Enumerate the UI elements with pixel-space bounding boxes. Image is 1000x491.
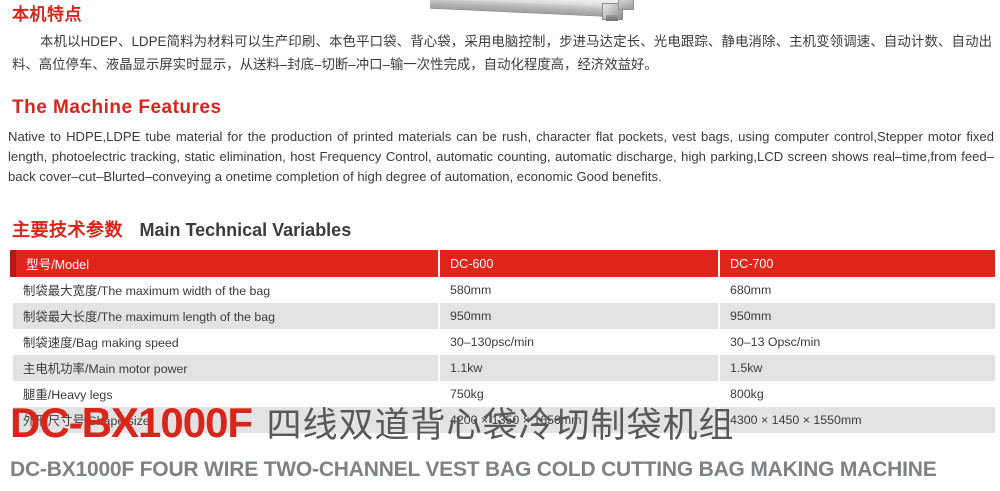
spec-row-dc700: 800kg: [718, 381, 995, 407]
product-name-en: DC-BX1000F FOUR WIRE TWO-CHANNEL VEST BA…: [10, 458, 937, 481]
table-row: 外形尺寸号/Shape size 4200 × 1350 × 1650mm 43…: [13, 407, 995, 433]
spec-section-heading: 主要技术参数 Main Technical Variables: [12, 216, 351, 242]
machine-photo: [430, 0, 720, 22]
spec-row-dc600: 1.1kw: [438, 355, 719, 381]
spec-heading-en: Main Technical Variables: [139, 220, 352, 240]
spec-row-label: 外形尺寸号/Shape size: [23, 414, 150, 428]
spec-row-dc700: 1.5kw: [718, 355, 995, 381]
spec-row-label: 制袋最大宽度/The maximum width of the bag: [23, 284, 271, 298]
table-row: 制袋最大长度/The maximum length of the bag 950…: [13, 303, 995, 329]
spec-row-dc600: 750kg: [438, 381, 719, 407]
spec-row-dc600: 950mm: [438, 303, 719, 329]
spec-row-dc700: 950mm: [718, 303, 995, 329]
spec-row-dc700: 30–13 Opsc/min: [718, 329, 995, 355]
spec-table: 型号/Model DC-600 DC-700 制袋最大宽度/The maximu…: [10, 250, 995, 433]
spec-row-dc600: 4200 × 1350 × 1650mm: [438, 407, 719, 433]
machine-foot-icon: [606, 15, 618, 21]
table-row: 腿重/Heavy legs 750kg 800kg: [13, 381, 995, 407]
spec-col-header-model: 型号/Model: [10, 250, 439, 277]
spec-row-dc700: 4300 × 1450 × 1550mm: [718, 407, 995, 433]
spec-table-head: 型号/Model DC-600 DC-700: [10, 250, 995, 277]
machine-rail-shadow: [430, 0, 616, 14]
spec-row-dc700: 680mm: [718, 277, 995, 303]
features-heading-cn: 本机特点: [12, 5, 82, 24]
spec-row-label: 制袋速度/Bag making speed: [23, 336, 179, 350]
product-title: DC-BX1000F 四线双道背心袋冷切制袋机组: [10, 397, 735, 448]
table-row: 主电机功率/Main motor power 1.1kw 1.5kw: [13, 355, 995, 381]
spec-row-label: 腿重/Heavy legs: [23, 388, 113, 402]
machine-rail-icon: [430, 0, 620, 18]
features-body-cn: 本机以HDEP、LDPE简料为材料可以生产印刷、本色平口袋、背心袋，采用电脑控制…: [12, 34, 992, 72]
spec-row-dc600: 580mm: [438, 277, 719, 303]
product-model: DC-BX1000F: [10, 399, 253, 446]
spec-col-header-dc600: DC-600: [438, 250, 719, 277]
product-name-cn: 四线双道背心袋冷切制袋机组: [266, 406, 735, 445]
spec-col-header-dc700: DC-700: [718, 250, 995, 277]
spec-table-header-row: 型号/Model DC-600 DC-700: [10, 250, 995, 277]
machine-endcap-icon: [602, 3, 623, 20]
features-heading-en: The Machine Features: [12, 97, 222, 118]
table-row: 制袋速度/Bag making speed 30–130psc/min 30–1…: [13, 329, 995, 355]
spec-row-label: 制袋最大长度/The maximum length of the bag: [23, 310, 276, 324]
table-row: 制袋最大宽度/The maximum width of the bag 580m…: [13, 277, 995, 303]
features-body-en: Native to HDPE,LDPE tube material for th…: [8, 129, 994, 184]
spec-heading-cn: 主要技术参数: [12, 220, 123, 240]
machine-block-icon: [618, 0, 634, 10]
spec-row-dc600: 30–130psc/min: [438, 329, 719, 355]
spec-row-label: 主电机功率/Main motor power: [23, 362, 188, 376]
spec-table-body: 制袋最大宽度/The maximum width of the bag 580m…: [13, 277, 995, 433]
